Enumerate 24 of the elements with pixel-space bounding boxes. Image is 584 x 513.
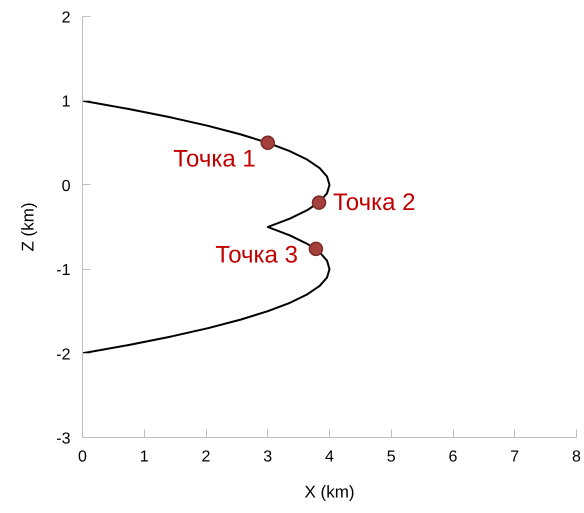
y-tick-label: 1: [62, 94, 71, 111]
y-tick-label: -2: [56, 346, 71, 364]
x-tick-label: 7: [510, 448, 520, 466]
y-axis-title: Z (km): [18, 202, 38, 252]
x-tick-label: 4: [325, 448, 334, 466]
annotation: Точка 3: [215, 241, 298, 268]
x-tick-label: 8: [572, 448, 582, 466]
point: [260, 136, 275, 150]
x-tick-label: 3: [263, 448, 272, 466]
y-tick-label: 2: [62, 10, 71, 26]
y-tick-label: 0: [62, 178, 71, 195]
x-tick-label: 1: [140, 448, 149, 466]
x-axis-title: X (km): [304, 482, 355, 502]
x-tick-label: 2: [202, 448, 211, 466]
x-tick-label: 6: [448, 448, 458, 466]
y-tick-label: -1: [56, 262, 71, 280]
annotation: Точка 2: [333, 189, 416, 216]
x-tick-label: 5: [386, 448, 396, 466]
line-series: [82, 100, 330, 354]
point: [312, 195, 326, 210]
point: [308, 242, 324, 256]
y-tick-label: -3: [56, 430, 71, 448]
annotation: Точка 1: [173, 145, 256, 172]
x-tick-label: 0: [78, 448, 88, 466]
